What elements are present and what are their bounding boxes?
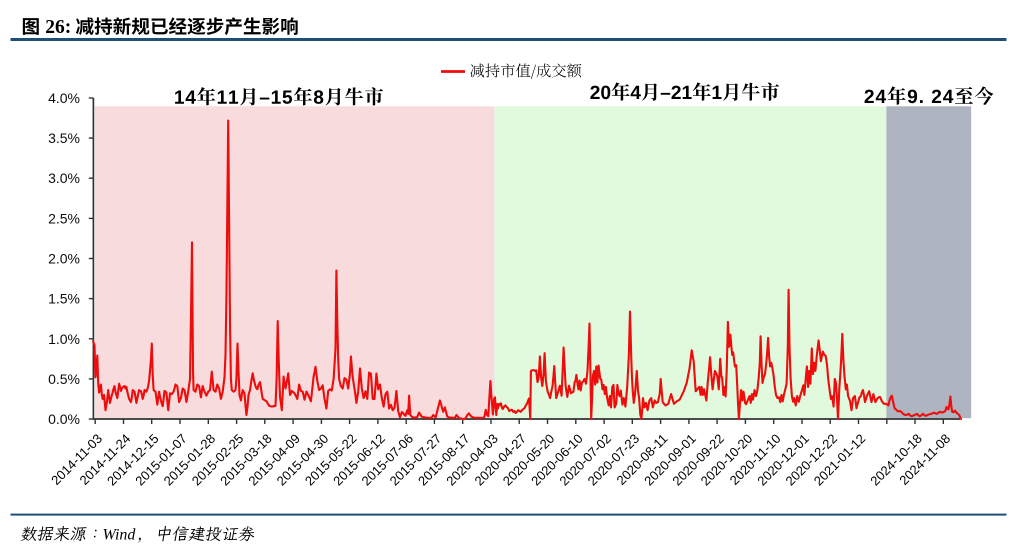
svg-text:2.5%: 2.5% xyxy=(48,210,80,226)
svg-text:3.5%: 3.5% xyxy=(48,130,80,146)
svg-text:2.0%: 2.0% xyxy=(48,251,80,267)
svg-text:Wind: Wind xyxy=(103,527,137,544)
svg-text:0.0%: 0.0% xyxy=(48,411,80,427)
svg-text:1.5%: 1.5% xyxy=(48,291,80,307)
svg-text:0.5%: 0.5% xyxy=(48,371,80,387)
svg-text:1.0%: 1.0% xyxy=(48,331,80,347)
svg-text:4.0%: 4.0% xyxy=(48,90,80,106)
svg-text:3.0%: 3.0% xyxy=(48,170,80,186)
svg-text:26:: 26: xyxy=(45,17,71,38)
